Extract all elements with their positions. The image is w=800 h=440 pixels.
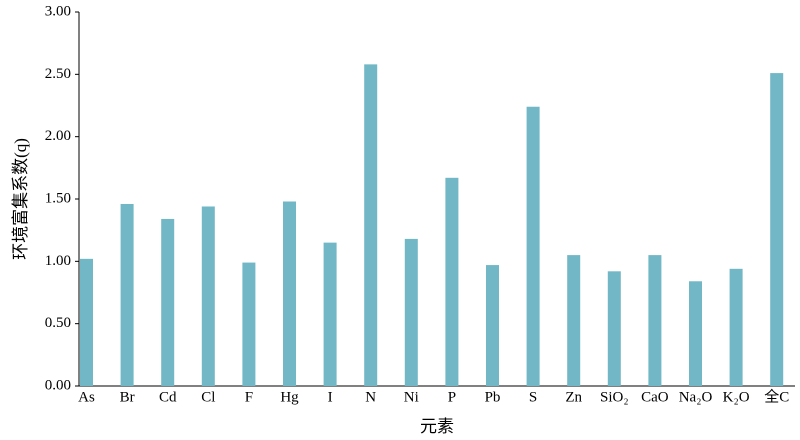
x-tick-label: N	[365, 389, 376, 405]
bar	[567, 255, 581, 386]
x-tick-label: Hg	[280, 389, 299, 405]
x-tick-label: K₂O	[723, 389, 750, 405]
bar	[242, 262, 256, 386]
bar	[445, 177, 459, 386]
y-tick-label: 2.00	[45, 128, 71, 144]
y-tick-label: 0.00	[45, 377, 71, 393]
x-tick-label: Cl	[201, 389, 215, 405]
y-tick-label: 0.50	[45, 315, 71, 331]
x-axis-label: 元素	[420, 417, 454, 436]
x-tick-label: S	[529, 389, 537, 405]
x-tick-label: Pb	[485, 389, 501, 405]
x-tick-label: As	[78, 389, 95, 405]
bar	[486, 265, 499, 386]
bar	[526, 106, 540, 386]
bar	[80, 258, 93, 386]
bar	[607, 271, 621, 386]
y-tick-label: 1.50	[45, 190, 71, 206]
x-tick-label: Na₂O	[679, 389, 713, 405]
y-tick-label: 1.00	[45, 253, 71, 269]
y-tick-label: 2.50	[45, 66, 71, 82]
x-tick-label: F	[245, 389, 253, 405]
x-tick-label: SiO₂	[600, 389, 629, 405]
bar	[689, 281, 702, 386]
x-tick-label: Zn	[565, 389, 582, 405]
x-tick-label: CaO	[641, 389, 669, 405]
bar	[770, 73, 784, 386]
bar	[364, 64, 378, 387]
bar	[120, 203, 134, 386]
x-tick-label: I	[328, 389, 333, 405]
x-tick-label: Cd	[159, 389, 177, 405]
bar	[648, 255, 662, 386]
y-axis-label: 环境富集系数(q)	[11, 138, 30, 260]
bar	[404, 238, 418, 386]
x-tick-label: Br	[120, 389, 135, 405]
bar	[201, 206, 215, 386]
x-tick-label: P	[448, 389, 456, 405]
bar	[729, 268, 743, 386]
x-tick-label: Ni	[404, 389, 419, 405]
x-tick-label: 全C	[764, 387, 789, 405]
bar	[283, 201, 296, 386]
bar	[323, 242, 337, 386]
y-tick-label: 3.00	[45, 3, 71, 19]
bar	[161, 218, 175, 386]
